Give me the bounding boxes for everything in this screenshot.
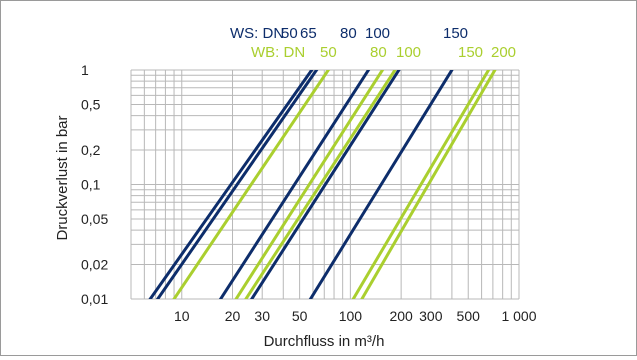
legend-wb-size-label: 50 [320,44,337,61]
legend-wb-size-label: 150 [458,44,483,61]
series-line-ws [148,70,314,299]
x-axis-label: Durchfluss in m³/h [264,333,385,350]
series-line-ws [249,70,401,299]
legend-wb-size-label: 200 [491,44,516,61]
y-tick-labels: 0,01 0,02 0,05 0,1 0,2 0,5 1 [81,62,108,307]
series-line-ws [155,70,319,299]
x-tick-label: 20 [225,308,241,324]
series-line-wb [351,70,491,299]
legend-ws-size-label: 50 [281,25,298,42]
y-tick-label: 0,02 [81,257,108,273]
x-tick-label: 100 [339,308,363,324]
y-tick-label: 0,5 [81,96,101,112]
series-line-ws [218,70,371,299]
x-tick-label: 50 [292,308,308,324]
y-tick-label: 0,01 [81,291,108,307]
x-tick-label: 30 [254,308,270,324]
legend-ws-size-label: 80 [340,25,357,42]
y-tick-label: 1 [81,62,89,78]
legend-wb-prefix: WB: DN [251,44,305,61]
legend-ws-size-label: 150 [443,25,468,42]
series-line-wb [244,70,397,299]
x-tick-label: 300 [419,308,443,324]
legend-wb-size-label: 100 [396,44,421,61]
series-line-wb [360,70,497,299]
legend-wb-size-label: 80 [370,44,387,61]
series-lines [148,70,497,299]
x-tick-label: 10 [174,308,190,324]
y-axis-label: Druckverlust in bar [54,115,71,240]
legend-ws-size-label: 65 [300,25,317,42]
series-line-ws [308,70,454,299]
series-line-wb [234,70,385,299]
x-tick-label: 1 000 [501,308,536,324]
series-line-wb [172,70,331,299]
x-tick-label: 500 [457,308,481,324]
legend-ws-prefix: WS: DN [230,25,284,42]
x-tick-labels: 10 20 30 50 100 200 300 500 1 000 [174,308,537,324]
x-tick-label: 200 [389,308,413,324]
y-tick-label: 0,1 [81,177,101,193]
grid [130,69,520,300]
y-tick-label: 0,05 [81,211,108,227]
y-tick-label: 0,2 [81,142,101,158]
legend-ws-size-label: 100 [365,25,390,42]
